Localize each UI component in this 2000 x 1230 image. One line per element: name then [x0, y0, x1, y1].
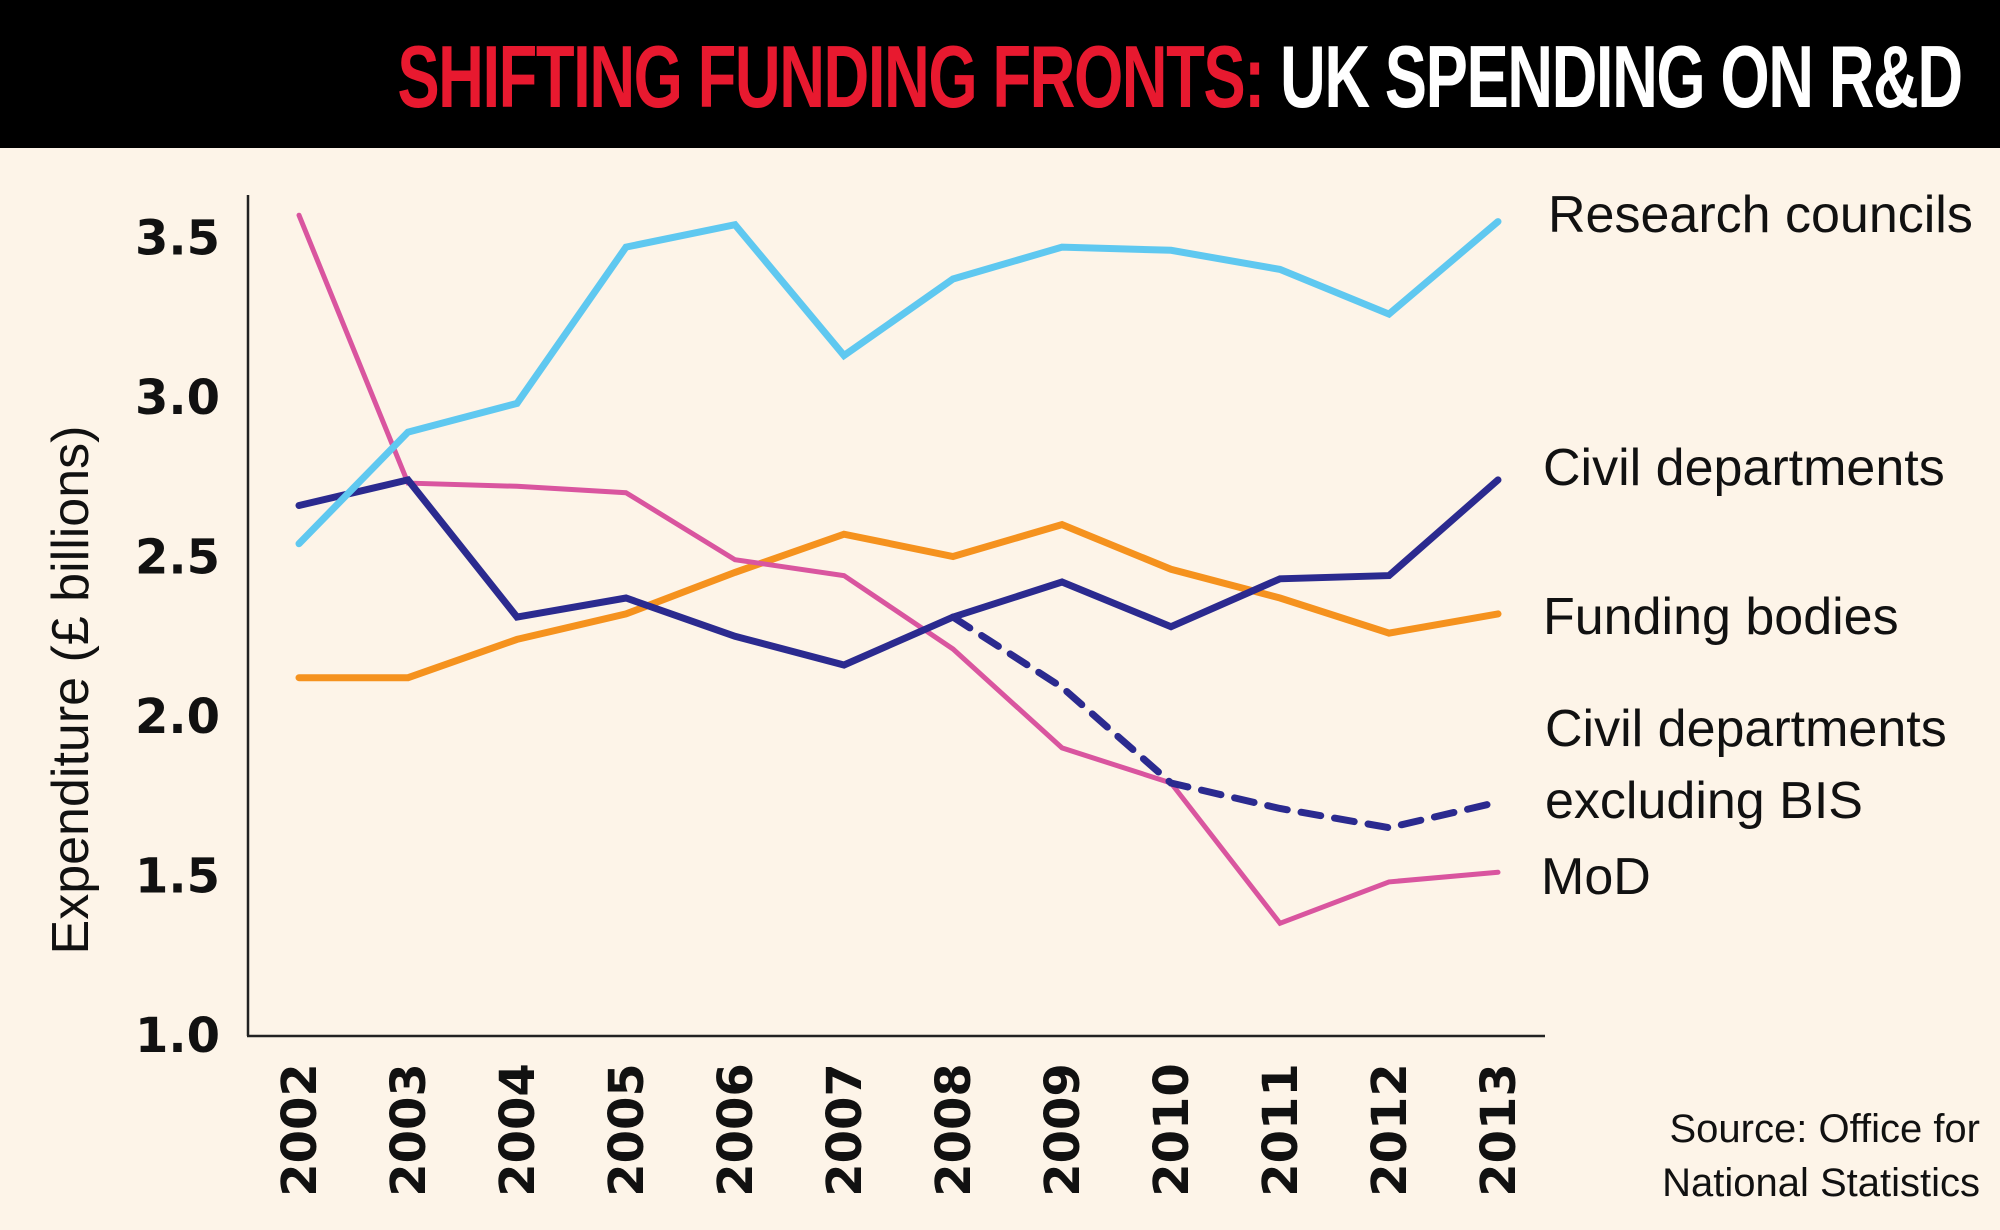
x-tick-labels: 2002 2003 2004 2005 2006 2007 2008 2009 2010 2011…: [272, 1063, 1527, 1197]
title-red-part: SHIFTING FUNDING FRONTS:: [397, 27, 1266, 126]
label-research-councils: Research councils: [1548, 186, 1973, 244]
y-tick-labels: 3.5 3.0 2.5 2.0 1.5 1.0: [135, 211, 220, 1065]
x-tick-label: 2007: [817, 1063, 873, 1197]
series-line-funding-bodies: [295, 520, 1502, 682]
y-tick-label: 3.0: [135, 370, 220, 426]
x-tick-label: 2009: [1035, 1063, 1091, 1197]
x-tick-label: 2011: [1253, 1063, 1309, 1197]
series-lines: [295, 212, 1502, 927]
series-line-civil-departments: [295, 475, 1502, 669]
series-line-civil-departments-excl-bis: [949, 613, 1502, 832]
x-tick-label: 2012: [1362, 1063, 1418, 1197]
y-tick-label: 3.5: [135, 211, 220, 267]
y-tick-label: 2.5: [135, 530, 220, 586]
x-tick-label: 2006: [708, 1063, 764, 1197]
x-tick-label: 2003: [381, 1063, 437, 1197]
label-funding-bodies: Funding bodies: [1543, 588, 1899, 646]
series-line-mod: [296, 212, 1501, 927]
x-tick-label: 2008: [926, 1063, 982, 1197]
x-tick-label: 2013: [1471, 1063, 1527, 1197]
label-civil-departments: Civil departments: [1543, 439, 1945, 497]
y-axis-label: Expenditure (£ billions): [42, 426, 100, 955]
x-tick-label: 2005: [599, 1063, 655, 1197]
label-mod: MoD: [1541, 848, 1651, 906]
label-civil-departments-excl-bis-line1: Civil departments: [1545, 700, 1947, 758]
x-tick-label: 2010: [1144, 1063, 1200, 1197]
source-note-line2: National Statistics: [1662, 1161, 1980, 1205]
x-tick-label: 2002: [272, 1063, 328, 1197]
title-white-part: UK SPENDING ON R&D: [1280, 27, 1963, 126]
chart-title: SHIFTING FUNDING FRONTS: UK SPENDING ON …: [397, 22, 1964, 132]
y-tick-label: 2.0: [135, 689, 220, 745]
source-note-line1: Source: Office for: [1669, 1107, 1980, 1151]
series-line-research-councils: [295, 218, 1502, 548]
label-civil-departments-excl-bis-line2: excluding BIS: [1545, 772, 1863, 830]
title-bar: SHIFTING FUNDING FRONTS: UK SPENDING ON …: [0, 0, 2000, 148]
x-tick-label: 2004: [490, 1063, 546, 1197]
y-tick-label: 1.0: [135, 1008, 220, 1064]
y-tick-label: 1.5: [135, 849, 220, 905]
